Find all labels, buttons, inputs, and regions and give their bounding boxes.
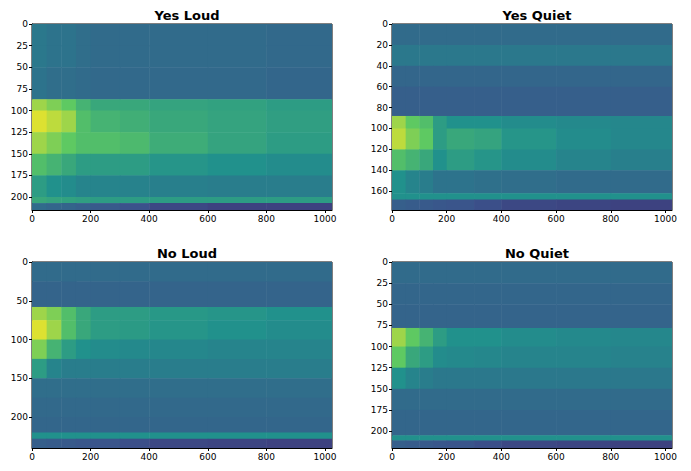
svg-text:200: 200 [11,192,28,202]
svg-text:0: 0 [29,452,35,462]
svg-text:20: 20 [377,40,389,50]
svg-text:75: 75 [377,320,388,330]
svg-text:400: 400 [493,452,510,462]
svg-text:1000: 1000 [314,452,337,462]
svg-text:125: 125 [11,127,28,137]
svg-text:125: 125 [371,363,388,373]
svg-text:25: 25 [17,41,28,51]
svg-text:800: 800 [258,452,275,462]
svg-text:80: 80 [377,103,389,113]
svg-text:1000: 1000 [314,214,337,224]
svg-text:600: 600 [199,214,216,224]
svg-text:50: 50 [17,296,29,306]
svg-text:No Quiet: No Quiet [505,246,569,261]
svg-text:0: 0 [22,257,28,267]
svg-text:50: 50 [17,62,29,72]
svg-text:140: 140 [371,165,388,175]
svg-text:100: 100 [371,342,388,352]
svg-text:0: 0 [389,452,395,462]
svg-text:75: 75 [17,84,28,94]
svg-text:1000: 1000 [654,452,677,462]
svg-text:40: 40 [377,61,389,71]
svg-text:120: 120 [371,144,388,154]
svg-text:400: 400 [141,452,158,462]
svg-text:0: 0 [22,19,28,29]
svg-text:100: 100 [11,335,28,345]
svg-text:400: 400 [493,214,510,224]
svg-text:800: 800 [602,452,619,462]
svg-text:200: 200 [438,214,455,224]
svg-text:50: 50 [377,299,389,309]
svg-text:800: 800 [602,214,619,224]
svg-text:0: 0 [382,19,388,29]
svg-text:0: 0 [382,257,388,267]
svg-text:Yes Quiet: Yes Quiet [501,8,571,23]
svg-text:200: 200 [438,452,455,462]
svg-text:No Loud: No Loud [157,246,217,261]
svg-text:200: 200 [11,412,28,422]
svg-text:200: 200 [371,426,388,436]
svg-text:175: 175 [11,170,28,180]
svg-text:0: 0 [389,214,395,224]
svg-text:1000: 1000 [654,214,677,224]
svg-text:600: 600 [547,214,564,224]
svg-text:0: 0 [29,214,35,224]
svg-text:400: 400 [141,214,158,224]
svg-text:60: 60 [377,82,389,92]
svg-text:200: 200 [82,452,99,462]
svg-text:150: 150 [11,149,28,159]
svg-text:200: 200 [82,214,99,224]
svg-text:100: 100 [371,123,388,133]
svg-text:175: 175 [371,405,388,415]
svg-text:Yes Loud: Yes Loud [153,8,219,23]
svg-text:160: 160 [371,186,388,196]
svg-text:800: 800 [258,214,275,224]
svg-text:100: 100 [11,106,28,116]
svg-text:150: 150 [371,384,388,394]
svg-text:600: 600 [199,452,216,462]
svg-text:25: 25 [377,278,388,288]
svg-text:600: 600 [547,452,564,462]
svg-text:150: 150 [11,373,28,383]
